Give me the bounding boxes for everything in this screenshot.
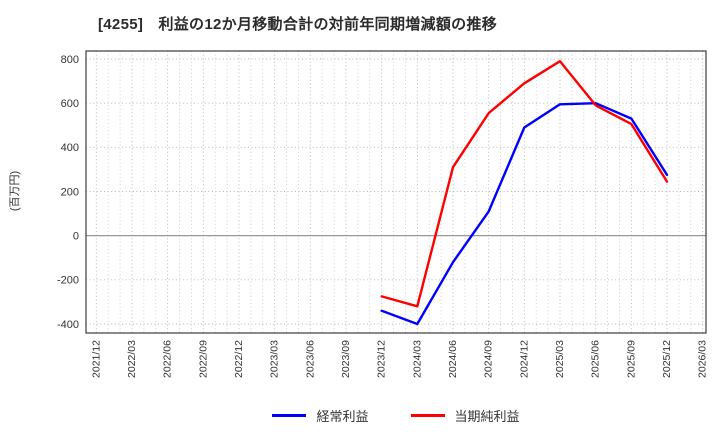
axes-frame — [85, 50, 707, 334]
y-tick-label: 800 — [61, 54, 79, 66]
series-line-net-income — [380, 60, 669, 308]
ordinary-profit-line-swatch — [272, 414, 307, 417]
series-line-ordinary-profit — [380, 101, 669, 326]
x-tick-label: 2022/12 — [233, 340, 245, 378]
x-tick-label: 2025/06 — [590, 340, 602, 378]
x-tick-label: 2022/06 — [162, 340, 174, 378]
x-tick-label: 2022/09 — [197, 340, 209, 378]
legend-label-net-income: 当期純利益 — [454, 409, 520, 424]
x-tick-label: 2025/03 — [554, 340, 566, 378]
x-tick-label: 2025/12 — [661, 340, 673, 378]
x-tick-label: 2025/09 — [625, 340, 637, 378]
y-tick-label: 0 — [73, 230, 79, 242]
net-income-line-swatch — [410, 414, 445, 417]
chart-title: [4255] 利益の12か月移動合計の対前年同期増減額の推移 — [98, 16, 498, 33]
axis-tick-labels: 800 600 400 200 0 -200 -400 2021/12 2022/03 2022/… — [57, 54, 709, 378]
x-tick-label: 2023/09 — [340, 340, 352, 378]
y-tick-label: 200 — [61, 186, 79, 198]
x-tick-label: 2022/03 — [126, 340, 138, 378]
legend-label-ordinary-profit: 経常利益 — [316, 409, 369, 424]
series-lines — [380, 60, 669, 326]
x-tick-label: 2024/03 — [411, 340, 423, 378]
x-tick-label: 2023/03 — [269, 340, 281, 378]
y-tick-label: 400 — [61, 142, 79, 154]
legend-item-net-income: 当期純利益 — [410, 406, 520, 425]
x-tick-label: 2021/12 — [90, 340, 102, 378]
x-tick-label: 2023/12 — [376, 340, 388, 378]
gridlines — [86, 51, 706, 333]
legend-item-ordinary-profit: 経常利益 — [272, 406, 369, 425]
x-tick-label: 2026/03 — [697, 340, 709, 378]
plot-frame — [85, 50, 707, 334]
x-tick-label: 2024/09 — [483, 340, 495, 378]
y-tick-label: -200 — [57, 275, 79, 287]
x-tick-label: 2024/06 — [447, 340, 459, 378]
x-tick-label: 2023/06 — [304, 340, 316, 378]
legend: 経常利益 当期純利益 — [86, 406, 706, 425]
y-tick-label: -400 — [57, 319, 79, 331]
y-tick-label: 600 — [61, 98, 79, 110]
x-tick-label: 2024/12 — [518, 340, 530, 378]
